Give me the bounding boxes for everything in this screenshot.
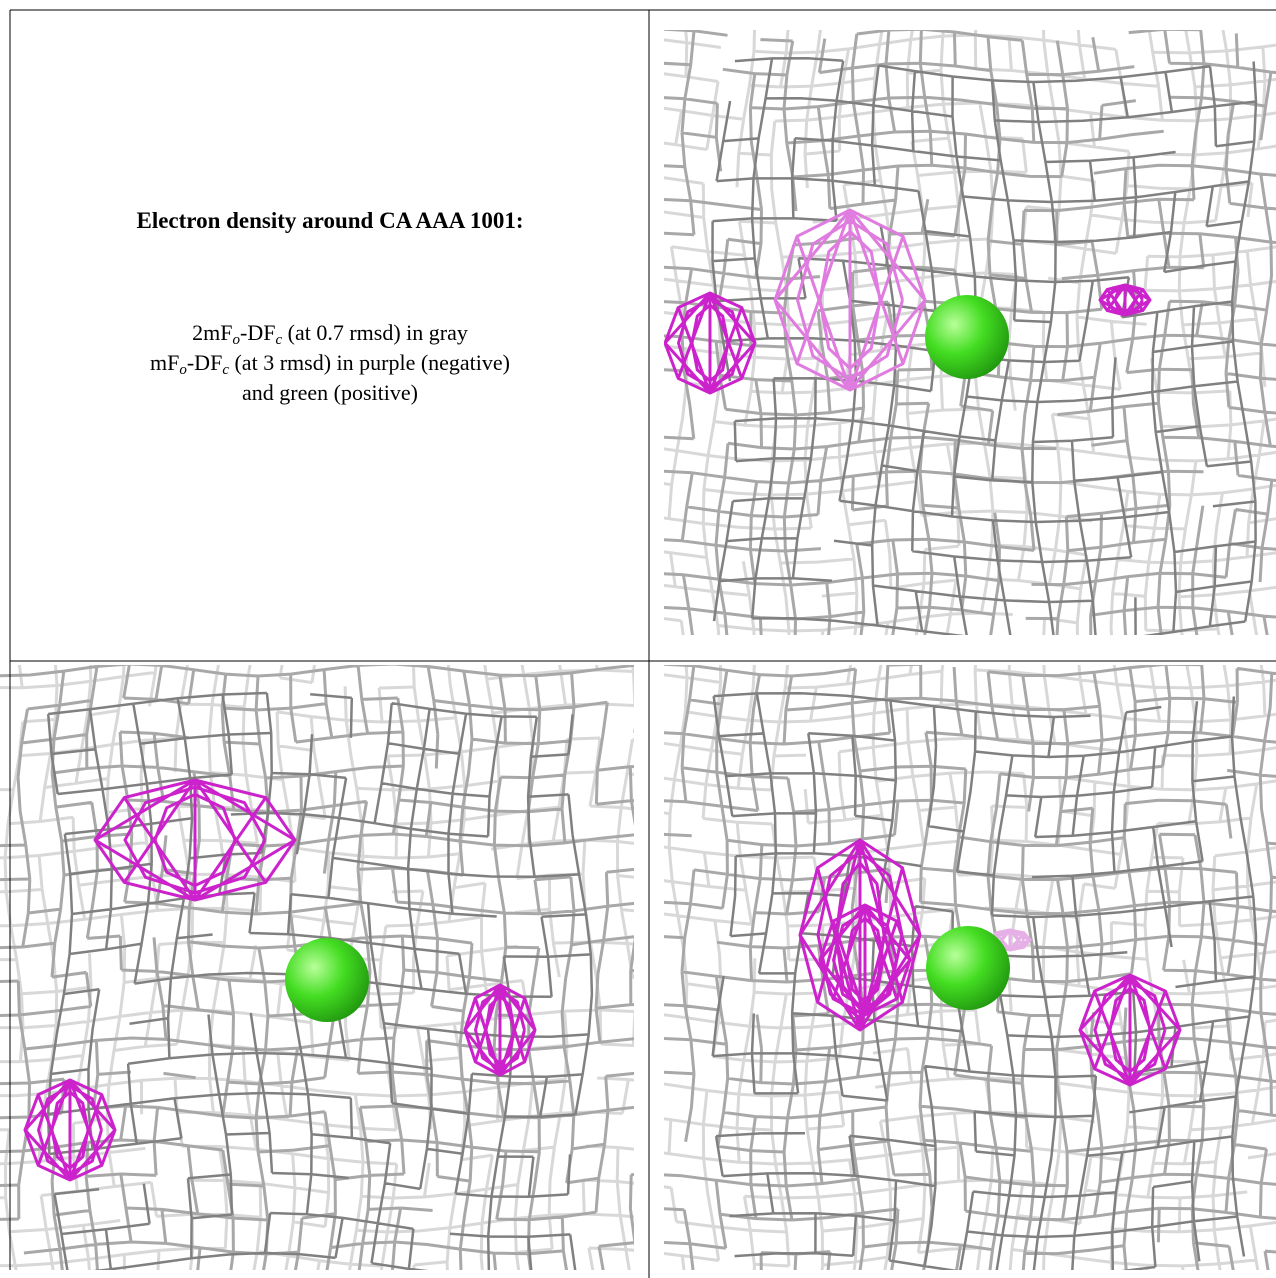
- difference-density: [23, 1078, 117, 1182]
- caption-text: c: [222, 362, 229, 378]
- caption-line: and green (positive): [12, 378, 648, 408]
- density-view-3: [664, 665, 1276, 1270]
- difference-density: [664, 291, 757, 395]
- mesh: [711, 692, 1258, 1270]
- mesh: [46, 691, 594, 1270]
- caption-text: 2mF: [192, 320, 233, 345]
- caption-text: -DF: [186, 350, 223, 375]
- title: Electron density around CA AAA 1001:: [136, 208, 524, 233]
- caption-line: 2mFo-DFc (at 0.7 rmsd) in gray: [12, 318, 648, 348]
- caption-text: c: [275, 332, 283, 348]
- caption-text: o: [179, 362, 187, 378]
- caption-text: and green (positive): [242, 380, 418, 405]
- difference-density: [1078, 973, 1182, 1087]
- atom-sphere: [925, 295, 1009, 379]
- density-view-2: [0, 665, 634, 1270]
- caption-text: (at 3 rmsd) in purple (negative): [228, 350, 510, 375]
- difference-density: [1098, 283, 1152, 317]
- difference-density: [818, 903, 912, 1017]
- caption-text: o: [232, 332, 241, 348]
- difference-density: [93, 778, 297, 902]
- atom-sphere: [285, 938, 369, 1022]
- table-borders: [9, 9, 1276, 1278]
- mesh: [664, 665, 1276, 1270]
- difference-density: [798, 838, 922, 1032]
- density-view-1: [664, 30, 1276, 635]
- difference-density: [773, 208, 927, 392]
- caption-text: (at 0.7 rmsd) in gray: [282, 320, 468, 345]
- caption-text: mF: [150, 350, 180, 375]
- caption-text: -DF: [240, 320, 276, 345]
- caption-line: mFo-DFc (at 3 rmsd) in purple (negative): [12, 348, 648, 378]
- difference-density: [463, 983, 537, 1077]
- caption: 2mFo-DFc (at 0.7 rmsd) in gray mFo-DFc (a…: [12, 318, 648, 408]
- atom-sphere: [926, 926, 1010, 1010]
